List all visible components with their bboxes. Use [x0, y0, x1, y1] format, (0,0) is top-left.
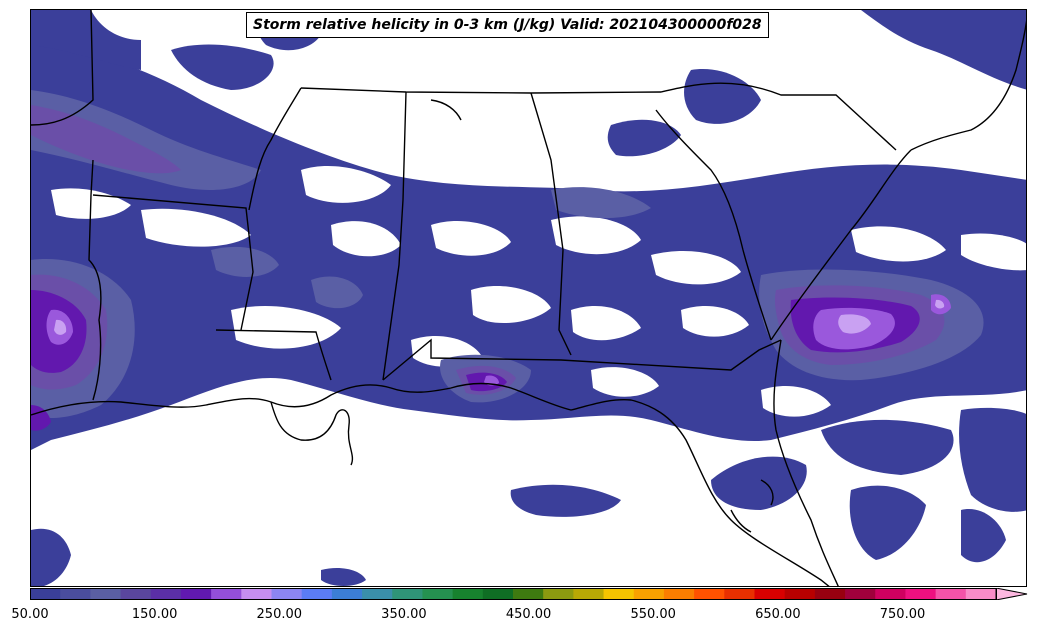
map-panel [30, 9, 1027, 587]
colorbar-tick-label: 250.00 [256, 607, 303, 622]
colorbar-swatch [331, 588, 363, 600]
colorbar-swatch [543, 588, 574, 600]
colorbar-swatches [30, 588, 997, 600]
colorbar-tick-label: 550.00 [630, 607, 676, 622]
colorbar [30, 588, 1028, 600]
colorbar-tick-label: 450.00 [505, 607, 552, 622]
colorbar-swatch [633, 588, 665, 600]
colorbar-swatch [573, 588, 605, 600]
colorbar-swatch [694, 588, 725, 600]
colorbar-swatch [603, 588, 635, 600]
colorbar-swatch [120, 588, 152, 600]
colorbar-tick-label: 150.00 [131, 607, 178, 622]
helicity-field-level-6 [54, 299, 945, 335]
colorbar-swatch [211, 588, 242, 600]
colorbar-swatch [271, 588, 303, 600]
colorbar-swatch [875, 588, 906, 600]
colorbar-swatch [754, 588, 786, 600]
colorbar-outline [30, 588, 997, 600]
colorbar-swatch [724, 588, 755, 600]
colorbar-swatch [392, 588, 423, 600]
colorbar-swatch [845, 588, 876, 600]
colorbar-swatch [513, 588, 544, 600]
colorbar-swatch [60, 588, 91, 600]
colorbar-extend-arrow [995, 588, 1028, 600]
colorbar-swatch [362, 588, 393, 600]
colorbar-tick-label: 350.00 [381, 607, 427, 622]
colorbar-tick-label: 50.00 [11, 607, 49, 622]
colorbar-swatch [241, 588, 272, 600]
colorbar-swatch [935, 588, 967, 600]
helicity-map [31, 10, 1026, 586]
colorbar-swatch [90, 588, 122, 600]
colorbar-swatch [814, 588, 846, 600]
colorbar-swatch [784, 588, 816, 600]
colorbar-swatch [663, 588, 695, 600]
colorbar-swatch [965, 588, 997, 600]
colorbar-swatch [452, 588, 484, 600]
boundary-lines [31, 10, 1026, 586]
colorbar-swatch [482, 588, 514, 600]
map-title: Storm relative helicity in 0-3 km (J/kg)… [246, 12, 769, 38]
colorbar-tick-label: 750.00 [879, 607, 926, 622]
colorbar-tick-label: 650.00 [755, 607, 801, 622]
colorbar-swatch [180, 588, 212, 600]
colorbar-swatch [905, 588, 937, 600]
colorbar-swatch [30, 588, 61, 600]
colorbar-swatch [422, 588, 454, 600]
helicity-field-gaps [51, 165, 1026, 417]
colorbar-swatch [301, 588, 333, 600]
colorbar-swatch [150, 588, 182, 600]
